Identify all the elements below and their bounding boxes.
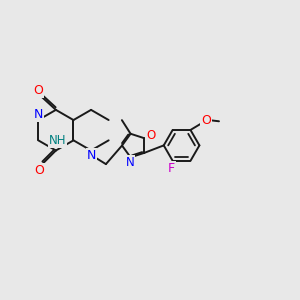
Text: O: O	[146, 129, 155, 142]
Text: O: O	[201, 113, 211, 127]
Text: F: F	[168, 162, 175, 175]
Text: O: O	[34, 164, 44, 177]
Text: N: N	[87, 149, 96, 162]
Text: N: N	[34, 108, 44, 121]
Text: N: N	[126, 156, 134, 169]
Text: O: O	[33, 84, 43, 97]
Text: NH: NH	[49, 134, 67, 147]
